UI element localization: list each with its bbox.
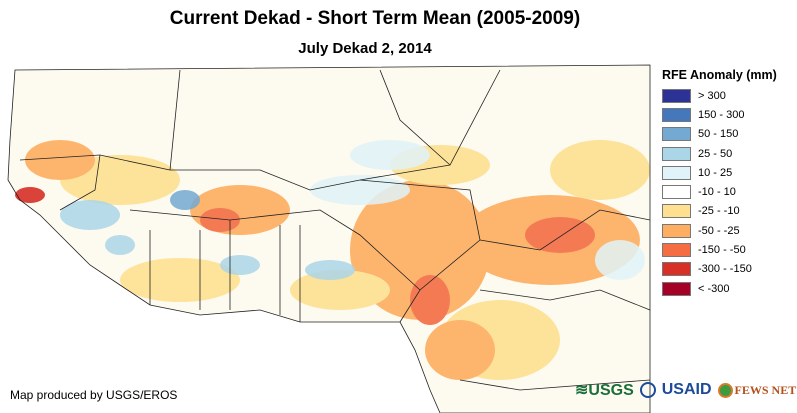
legend-swatch [662, 127, 691, 142]
legend-item: 150 - 300 [662, 105, 777, 124]
legend-label: 150 - 300 [698, 108, 745, 121]
legend-item: -25 - -10 [662, 202, 777, 221]
credit-text: Map produced by USGS/EROS [10, 388, 178, 402]
legend-swatch [662, 185, 691, 200]
globe-icon [717, 382, 733, 398]
legend-label: -300 - -150 [698, 263, 752, 276]
legend-label: -150 - -50 [698, 244, 746, 257]
legend-swatch [662, 243, 691, 258]
map-title: Current Dekad - Short Term Mean (2005-20… [169, 8, 581, 29]
legend-label: -10 - 10 [698, 186, 736, 199]
legend-label: 25 - 50 [698, 147, 733, 160]
legend-swatch [662, 204, 691, 219]
legend-swatch [662, 146, 691, 161]
legend-swatch [662, 165, 691, 180]
legend-item: -50 - -25 [662, 221, 777, 240]
legend-item: -10 - 10 [662, 182, 777, 201]
legend-label: < -300 [698, 282, 730, 295]
legend-item: 10 - 25 [662, 163, 777, 182]
rainfall-anomaly-map [7, 64, 651, 413]
legend-label: -50 - -25 [698, 224, 740, 237]
usgs-logo: ≋USGS [575, 382, 634, 399]
map-subtitle: July Dekad 2, 2014 [298, 40, 432, 57]
legend-title: RFE Anomaly (mm) [662, 68, 777, 82]
country-borders [7, 64, 651, 413]
legend-item: -300 - -150 [662, 260, 777, 279]
legend-item: > 300 [662, 86, 777, 105]
legend-label: 50 - 150 [698, 128, 739, 141]
logos: ≋USGS USAID FEWS NET [575, 380, 796, 400]
legend-item: 25 - 50 [662, 144, 777, 163]
legend-label: 10 - 25 [698, 166, 733, 179]
fews-net-logo: FEWS NET [717, 382, 796, 398]
legend-swatch [662, 281, 691, 296]
legend-item: 50 - 150 [662, 125, 777, 144]
legend: RFE Anomaly (mm) > 300 150 - 300 50 - 150 2… [662, 68, 777, 298]
legend-label: -25 - -10 [698, 205, 740, 218]
legend-item: -150 - -50 [662, 240, 777, 259]
legend-swatch [662, 88, 691, 103]
legend-swatch [662, 262, 691, 277]
legend-swatch [662, 223, 691, 238]
usaid-logo: USAID [661, 381, 712, 398]
usaid-seal-icon [639, 382, 656, 398]
legend-item: < -300 [662, 279, 777, 298]
legend-label: > 300 [698, 89, 726, 102]
legend-swatch [662, 107, 691, 122]
